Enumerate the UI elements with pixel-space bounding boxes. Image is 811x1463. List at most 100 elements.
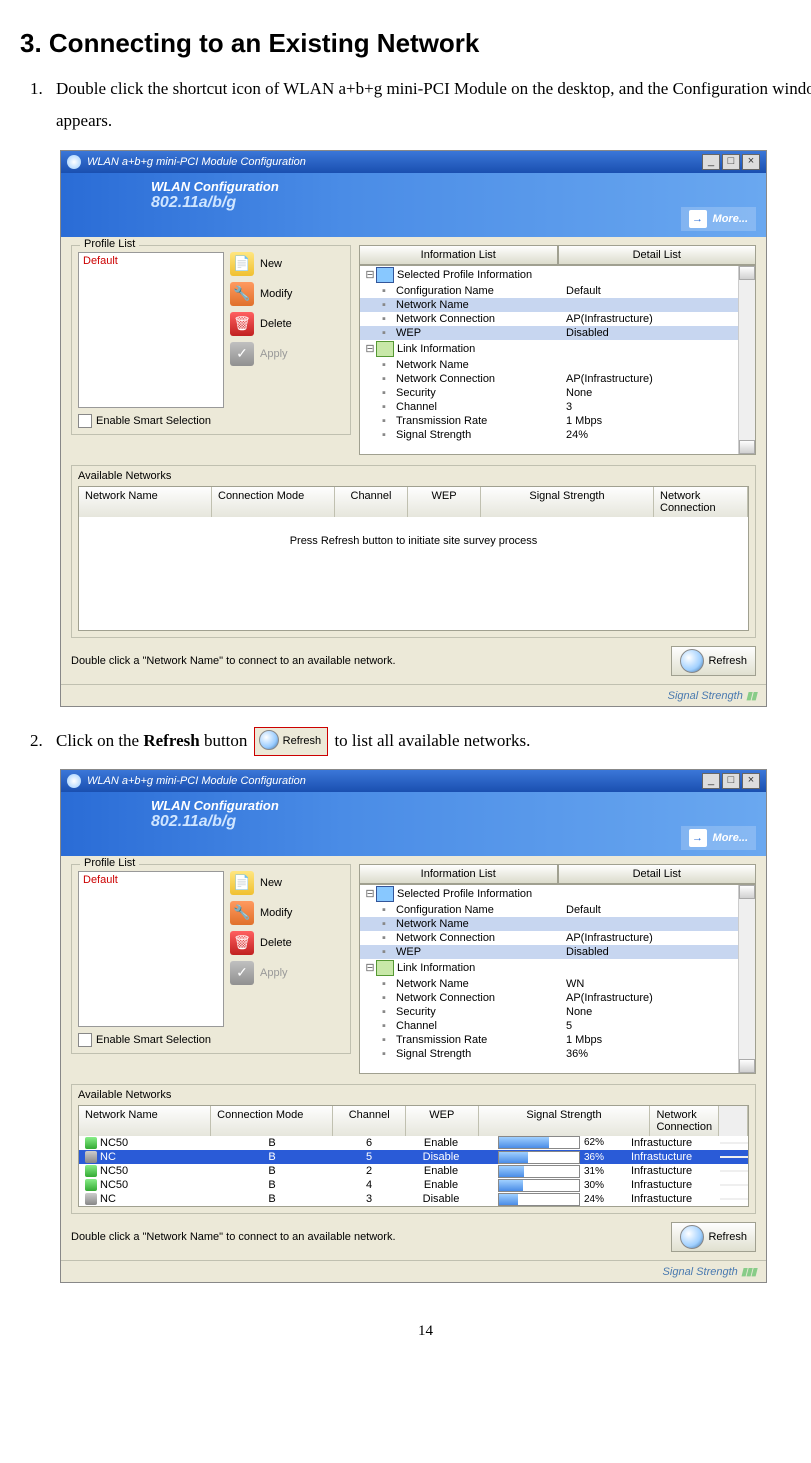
info-row: ▪Network ConnectionAP(Infrastructure) (360, 372, 755, 386)
network-row[interactable]: NCB5Disable36%Infrastucture (79, 1150, 748, 1164)
app-icon (67, 155, 81, 169)
enable-smart-checkbox[interactable]: Enable Smart Selection (78, 414, 344, 428)
more-button[interactable]: →More... (681, 826, 756, 850)
step-num: 1. (30, 73, 56, 138)
signal-strength-bar: Signal Strength ▮▮▮ (61, 1260, 766, 1282)
network-row[interactable]: NC50B6Enable62%Infrastucture (79, 1136, 748, 1150)
tab-information[interactable]: Information List (359, 864, 558, 884)
info-list[interactable]: ⊟Selected Profile Information▪Configurat… (359, 265, 756, 455)
section-heading: 3. Connecting to an Existing Network (20, 28, 811, 59)
scrollbar[interactable] (738, 266, 755, 454)
delete-button[interactable]: 🗑Delete (230, 312, 344, 336)
info-header: ⊟Selected Profile Information (360, 885, 755, 903)
enable-smart-checkbox[interactable]: Enable Smart Selection (78, 1033, 344, 1047)
new-button[interactable]: 📄New (230, 871, 344, 895)
col-name[interactable]: Network Name (79, 1106, 211, 1136)
more-button[interactable]: →More... (681, 207, 756, 231)
scrollbar[interactable] (738, 885, 755, 1073)
network-row[interactable]: NCB3Disable24%Infrastucture (79, 1192, 748, 1206)
step-text: Click on the Refresh button Refresh to l… (56, 725, 811, 757)
col-conn[interactable]: Network Connection (654, 487, 748, 517)
col-chan[interactable]: Channel (335, 487, 408, 517)
info-row: ▪Network Name (360, 917, 755, 931)
refresh-button[interactable]: Refresh (671, 1222, 756, 1252)
col-wep[interactable]: WEP (408, 487, 481, 517)
info-header: ⊟Link Information (360, 959, 755, 977)
info-row: ▪Network Name (360, 358, 755, 372)
banner-subtitle: 802.11a/b/g (151, 813, 766, 831)
col-mode[interactable]: Connection Mode (212, 487, 335, 517)
col-sig[interactable]: Signal Strength (481, 487, 654, 517)
info-row: ▪WEPDisabled (360, 945, 755, 959)
col-wep[interactable]: WEP (406, 1106, 479, 1136)
window-controls[interactable]: _□× (700, 154, 760, 170)
available-label: Available Networks (78, 470, 749, 482)
info-list[interactable]: ⊟Selected Profile Information▪Configurat… (359, 884, 756, 1074)
antenna-icon (85, 1165, 97, 1177)
banner-title: WLAN Configuration (151, 179, 766, 194)
info-row: ▪Network Name (360, 298, 755, 312)
refresh-button[interactable]: Refresh (671, 646, 756, 676)
signal-strength-bar: Signal Strength ▮▮ (61, 684, 766, 706)
antenna-icon (85, 1137, 97, 1149)
antenna-icon (85, 1151, 97, 1163)
banner-subtitle: 802.11a/b/g (151, 194, 766, 212)
profile-legend: Profile List (80, 238, 139, 250)
profile-listbox[interactable]: Default (78, 871, 224, 1027)
info-row: ▪Transmission Rate1 Mbps (360, 1033, 755, 1047)
profile-listbox[interactable]: Default (78, 252, 224, 408)
info-row: ▪Configuration NameDefault (360, 284, 755, 298)
tab-information[interactable]: Information List (359, 245, 558, 265)
table-body[interactable]: NC50B6Enable62%InfrastuctureNCB5Disable3… (79, 1136, 748, 1206)
banner-title: WLAN Configuration (151, 798, 766, 813)
app-icon (67, 774, 81, 788)
window-title: WLAN a+b+g mini-PCI Module Configuration (87, 156, 306, 168)
info-row: ▪Signal Strength36% (360, 1047, 755, 1061)
tab-detail[interactable]: Detail List (558, 864, 757, 884)
banner: WLAN Configuration 802.11a/b/g →More... (61, 792, 766, 856)
modify-button[interactable]: 🔧Modify (230, 901, 344, 925)
window-controls[interactable]: _□× (700, 773, 760, 789)
apply-button[interactable]: ✓Apply (230, 342, 344, 366)
doubleclick-hint: Double click a "Network Name" to connect… (71, 655, 396, 667)
info-row: ▪Signal Strength24% (360, 428, 755, 442)
info-row: ▪Network ConnectionAP(Infrastructure) (360, 312, 755, 326)
window-title: WLAN a+b+g mini-PCI Module Configuration (87, 775, 306, 787)
new-button[interactable]: 📄New (230, 252, 344, 276)
network-row[interactable]: NC50B2Enable31%Infrastucture (79, 1164, 748, 1178)
table-header: Network Name Connection Mode Channel WEP… (79, 487, 748, 517)
col-chan[interactable]: Channel (333, 1106, 406, 1136)
profile-legend: Profile List (80, 857, 139, 869)
col-conn[interactable]: Network Connection (650, 1106, 719, 1136)
network-row[interactable]: NC50B4Enable30%Infrastucture (79, 1178, 748, 1192)
network-table: Network Name Connection Mode Channel WEP… (78, 486, 749, 631)
info-row: ▪Transmission Rate1 Mbps (360, 414, 755, 428)
magnifier-icon (680, 1225, 704, 1249)
apply-button[interactable]: ✓Apply (230, 961, 344, 985)
titlebar: WLAN a+b+g mini-PCI Module Configuration… (61, 770, 766, 792)
antenna-icon (85, 1193, 97, 1205)
info-row: ▪Channel5 (360, 1019, 755, 1033)
info-row: ▪SecurityNone (360, 386, 755, 400)
info-header: ⊟Link Information (360, 340, 755, 358)
col-mode[interactable]: Connection Mode (211, 1106, 333, 1136)
info-header: ⊟Selected Profile Information (360, 266, 755, 284)
step-1: 1. Double click the shortcut icon of WLA… (30, 73, 811, 138)
modify-button[interactable]: 🔧Modify (230, 282, 344, 306)
info-row: ▪Network ConnectionAP(Infrastructure) (360, 991, 755, 1005)
info-row: ▪Network NameWN (360, 977, 755, 991)
antenna-icon (85, 1179, 97, 1191)
col-name[interactable]: Network Name (79, 487, 212, 517)
tab-detail[interactable]: Detail List (558, 245, 757, 265)
step-2: 2. Click on the Refresh button Refresh t… (30, 725, 811, 757)
col-sig[interactable]: Signal Strength (479, 1106, 651, 1136)
table-header: Network Name Connection Mode Channel WEP… (79, 1106, 748, 1136)
info-row: ▪Channel3 (360, 400, 755, 414)
info-row: ▪Network ConnectionAP(Infrastructure) (360, 931, 755, 945)
delete-button[interactable]: 🗑Delete (230, 931, 344, 955)
info-row: ▪WEPDisabled (360, 326, 755, 340)
network-table: Network Name Connection Mode Channel WEP… (78, 1105, 749, 1207)
available-networks: Available Networks Network Name Connecti… (71, 1084, 756, 1214)
available-label: Available Networks (78, 1089, 749, 1101)
screenshot-1: WLAN a+b+g mini-PCI Module Configuration… (60, 150, 767, 707)
